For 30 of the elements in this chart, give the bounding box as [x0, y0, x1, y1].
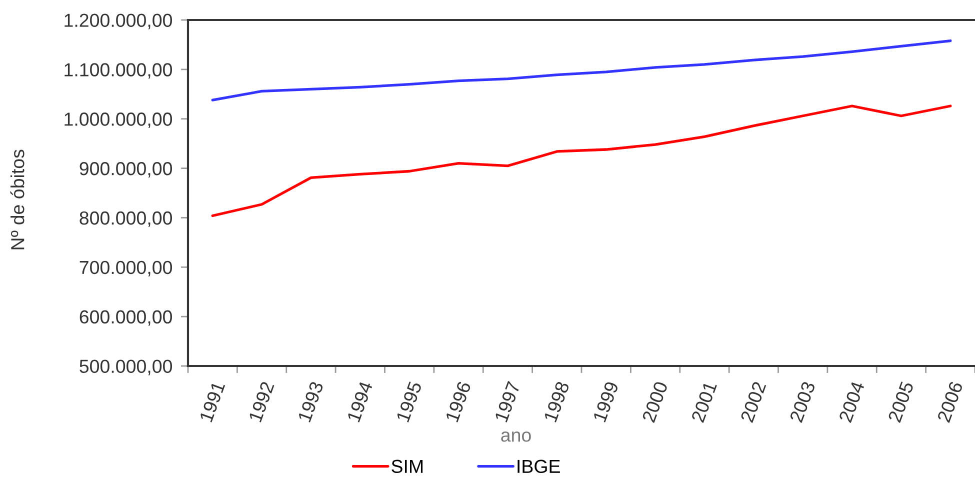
y-tick-label: 900.000,00: [80, 162, 172, 178]
y-tick-label: 600.000,00: [80, 310, 172, 326]
line-series: [211, 39, 952, 102]
y-tick-label: 1.000.000,00: [64, 112, 172, 128]
y-tick-label: 500.000,00: [80, 360, 172, 376]
x-tick-label: 1997: [494, 380, 520, 422]
y-axis-title: Nº de óbitos: [10, 150, 24, 250]
legend-label: IBGE: [518, 460, 560, 474]
x-tick-label: 1995: [396, 380, 422, 422]
x-tick-label: 2000: [642, 380, 668, 423]
x-tick-label: 2003: [789, 380, 816, 423]
x-tick-label: 1994: [346, 380, 373, 422]
y-tick-label: 800.000,00: [80, 211, 172, 227]
y-tick-label: 700.000,00: [80, 260, 172, 276]
x-tick-label: 2002: [740, 380, 766, 423]
x-tick-label: 1992: [248, 380, 274, 422]
x-tick-label: 1996: [445, 380, 472, 422]
line-series: [211, 104, 952, 218]
x-tick-label: 2005: [888, 380, 914, 423]
legend-label: SIM: [392, 460, 423, 474]
x-tick-label: 1999: [592, 380, 619, 422]
x-tick-label: 1998: [544, 380, 570, 422]
x-tick-label: 2006: [936, 380, 964, 423]
x-tick-label: 1993: [298, 380, 324, 422]
x-tick-label: 2001: [690, 380, 718, 423]
x-tick-label: 2004: [838, 380, 865, 423]
y-tick-label: 1.100.000,00: [64, 63, 172, 79]
y-tick-label: 1.200.000,00: [64, 14, 172, 30]
x-tick-label: 1991: [199, 380, 226, 422]
x-axis-title: ano: [501, 432, 531, 442]
